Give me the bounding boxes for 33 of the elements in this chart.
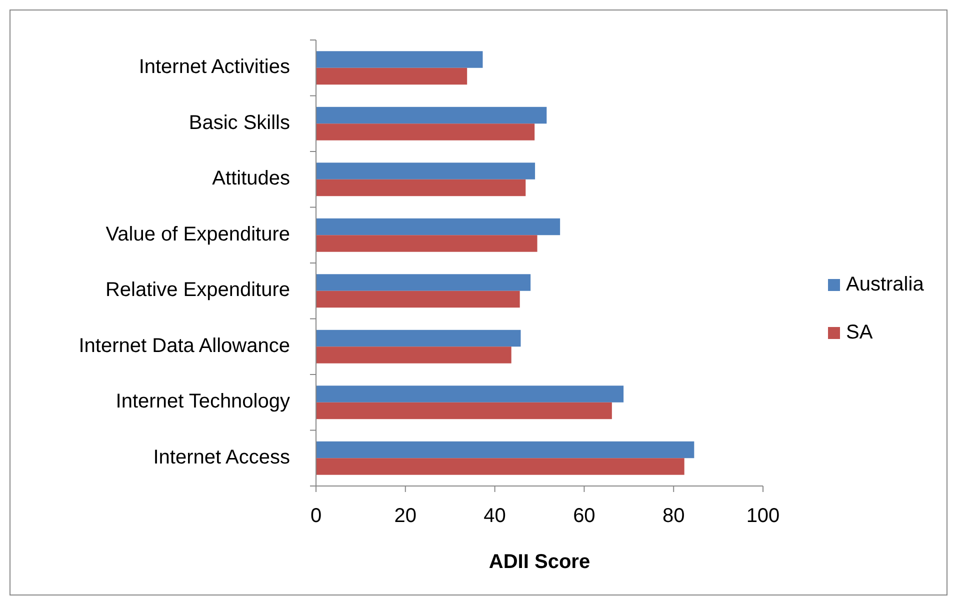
bar xyxy=(316,124,535,140)
bar xyxy=(316,68,468,85)
y-tick-label: Attitudes xyxy=(212,168,290,190)
y-tick-label: Basic Skills xyxy=(188,112,290,134)
bar xyxy=(316,458,684,475)
y-tick-label: Internet Data Allowance xyxy=(78,334,290,357)
x-tick-label: 100 xyxy=(746,505,780,527)
bar xyxy=(316,330,521,347)
y-tick-label: Relative Expenditure xyxy=(105,279,290,302)
x-tick-label: 40 xyxy=(484,505,506,527)
bar xyxy=(316,386,624,402)
bar xyxy=(316,218,560,236)
y-tick-label: Internet Technology xyxy=(116,390,290,413)
bar xyxy=(316,402,612,420)
x-axis-title: ADII Score xyxy=(488,551,590,573)
x-tick-label: 0 xyxy=(310,505,322,527)
bar xyxy=(316,179,526,196)
bar xyxy=(316,235,538,252)
y-tick-label: Internet Access xyxy=(153,446,290,468)
legend-label: Australia xyxy=(846,273,925,296)
x-tick-label: 20 xyxy=(394,505,417,527)
bar xyxy=(316,274,531,291)
legend-label: SA xyxy=(846,321,874,344)
bar xyxy=(316,346,512,364)
bar xyxy=(316,290,520,308)
y-tick-label: Internet Activities xyxy=(138,56,290,78)
bar xyxy=(316,51,483,68)
y-tick-label: Value of Expenditure xyxy=(106,223,290,246)
x-tick-label: 60 xyxy=(573,505,596,527)
bar xyxy=(316,441,694,458)
bar xyxy=(316,106,547,124)
bar xyxy=(316,162,536,180)
x-tick-label: 80 xyxy=(662,505,685,527)
